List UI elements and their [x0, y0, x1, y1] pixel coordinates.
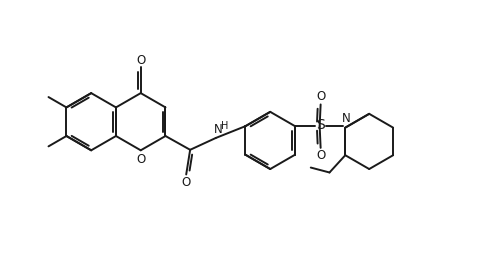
Text: H: H — [221, 121, 229, 131]
Text: O: O — [317, 90, 326, 103]
Text: N: N — [213, 123, 222, 136]
Text: N: N — [342, 112, 350, 125]
Text: O: O — [317, 149, 326, 162]
Text: S: S — [316, 118, 324, 132]
Text: O: O — [181, 176, 190, 189]
Text: O: O — [136, 54, 145, 67]
Text: O: O — [137, 153, 146, 166]
